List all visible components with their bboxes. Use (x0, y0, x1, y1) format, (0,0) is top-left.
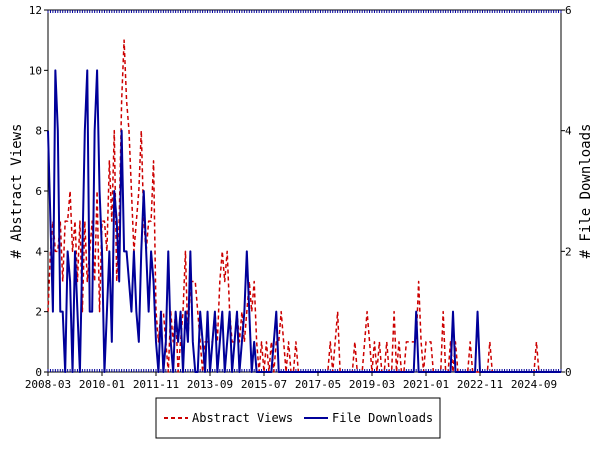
plot-frame (47, 9, 562, 373)
y-axis-right-title: # File Downloads (578, 124, 594, 259)
x-tick-label: 2024-09 (511, 378, 557, 391)
x-tick-label: 2021-01 (403, 378, 449, 391)
y-left-tick-label: 6 (35, 185, 42, 198)
y-left-tick-label: 10 (29, 64, 42, 77)
y-left-tick-label: 0 (35, 366, 42, 379)
series-layer (47, 39, 561, 373)
x-tick-label: 2010-01 (79, 378, 125, 391)
y-right-tick-label: 0 (565, 366, 572, 379)
x-tick-label: 2022-11 (457, 378, 503, 391)
legend-label-abstract-views: Abstract Views (192, 411, 293, 425)
legend-label-file-downloads: File Downloads (332, 411, 433, 425)
x-tick-label: 2008-03 (25, 378, 71, 391)
x-minor-ticks (47, 10, 562, 372)
x-tick-label: 2017-05 (295, 378, 341, 391)
y-axis-left: 0 2 4 6 8 10 12 (29, 4, 48, 379)
x-tick-label: 2013-09 (187, 378, 233, 391)
x-tick-label: 2011-11 (133, 378, 179, 391)
y-right-tick-label: 6 (565, 4, 572, 17)
y-left-tick-label: 2 (35, 306, 42, 319)
y-left-tick-label: 8 (35, 125, 42, 138)
y-right-tick-label: 4 (565, 125, 572, 138)
x-tick-label: 2015-07 (241, 378, 287, 391)
legend: Abstract Views File Downloads (155, 397, 441, 439)
y-right-tick-label: 2 (565, 245, 572, 258)
series-line-file-downloads (47, 69, 561, 373)
x-axis: 2008-03 2010-01 2011-11 2013-09 2015-07 2017-… (25, 372, 557, 391)
x-tick-label: 2019-03 (349, 378, 395, 391)
plot-area (47, 9, 562, 373)
y-axis-left-title: # Abstract Views (9, 124, 25, 259)
y-left-tick-label: 4 (35, 245, 42, 258)
legend-box (155, 397, 441, 439)
y-axis-right: 0 2 4 6 (561, 4, 572, 379)
y-left-tick-label: 12 (29, 4, 42, 17)
